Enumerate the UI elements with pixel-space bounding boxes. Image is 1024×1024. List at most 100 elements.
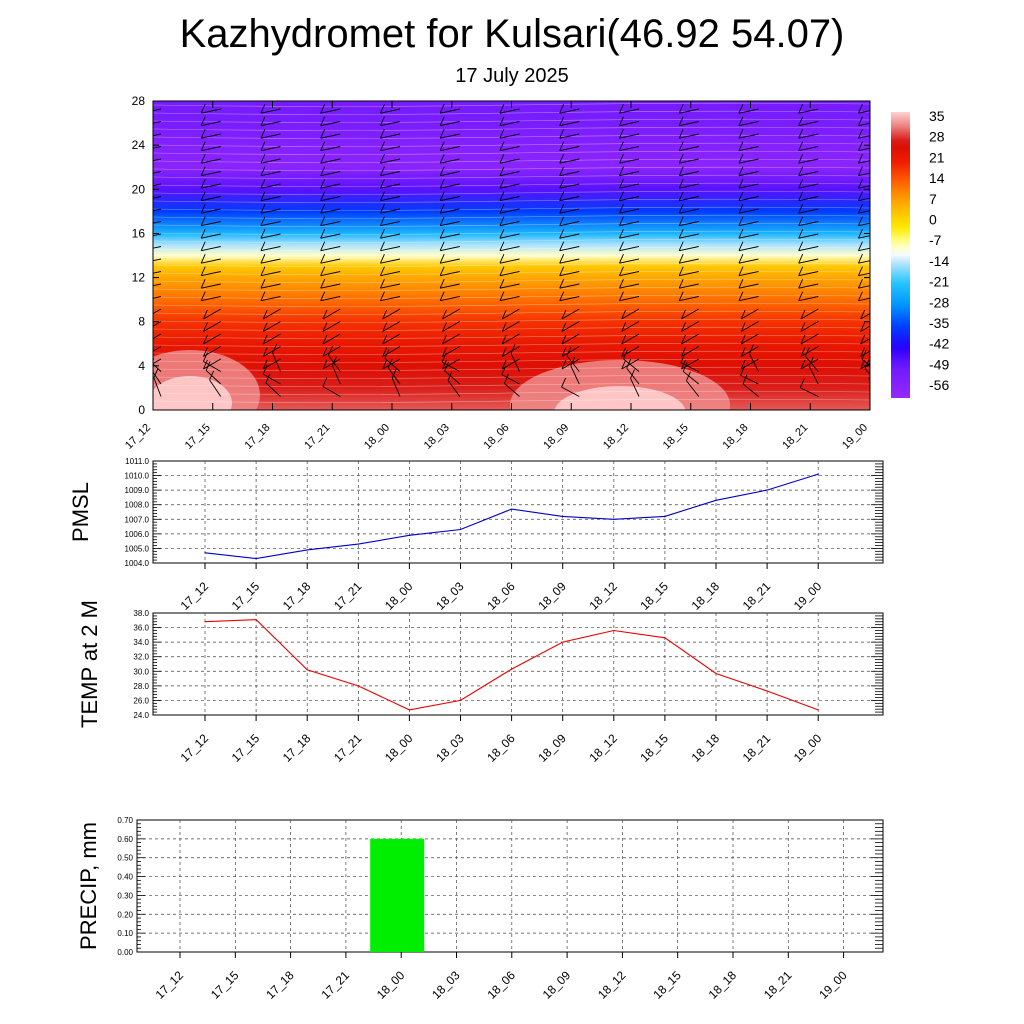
- wind-barb-shaft: [619, 171, 640, 177]
- x-tick-label: 18_06: [484, 731, 518, 765]
- wind-barb-shaft: [559, 296, 580, 302]
- wind-barb-shaft: [499, 121, 520, 127]
- wind-barb-shaft: [798, 196, 819, 202]
- wind-barb-feather: [380, 278, 385, 289]
- x-tick-label: 17_15: [229, 731, 263, 765]
- wind-barb-shaft: [499, 196, 520, 202]
- wind-barb-feather: [619, 253, 624, 264]
- contour-line: [153, 318, 870, 323]
- colorbar-label: -14: [929, 253, 949, 269]
- wind-barb-shaft: [499, 296, 520, 302]
- wind-barb-shaft: [501, 346, 520, 357]
- wind-barb-feather: [680, 353, 686, 363]
- wind-barb-shaft: [440, 183, 460, 189]
- contour-line: [153, 142, 870, 147]
- wind-barb-shaft: [320, 146, 341, 152]
- wind-barb-feather: [561, 334, 567, 345]
- series-point: [408, 709, 410, 711]
- wind-barb-feather: [442, 347, 447, 357]
- wind-barb-shaft: [561, 308, 580, 320]
- wind-barb-shaft: [440, 246, 460, 252]
- colorbar-label: 0: [929, 212, 937, 228]
- wind-barb-shaft: [322, 358, 341, 370]
- wind-barb-feather: [738, 178, 744, 189]
- wind-barb-shaft: [559, 283, 580, 289]
- wind-barb-shaft: [260, 121, 281, 127]
- y-tick-label: 0.00: [117, 948, 133, 957]
- wind-barb-feather: [678, 141, 684, 151]
- wind-barb-shaft: [322, 321, 341, 332]
- wind-barb-feather: [200, 103, 206, 114]
- wind-barb-shaft: [860, 325, 870, 332]
- wind-barb-feather: [678, 278, 684, 289]
- series-point: [459, 528, 462, 531]
- colorbar-label: -42: [929, 336, 949, 352]
- wind-barb-feather: [678, 103, 684, 114]
- wind-barb-feather: [320, 241, 326, 251]
- wind-barb-feather: [439, 141, 445, 151]
- x-tick-label: 18_00: [382, 579, 416, 613]
- x-tick-label: 18_15: [638, 579, 672, 613]
- series-point: [255, 558, 257, 560]
- wind-barb-feather: [501, 322, 507, 332]
- y-tick-label: 36.0: [133, 624, 149, 633]
- wind-barb-feather: [203, 334, 208, 345]
- wind-barb-shaft: [619, 183, 640, 189]
- wind-barb-feather: [262, 364, 268, 375]
- x-tick-label: 17_21: [331, 731, 365, 765]
- wind-barb-shaft: [440, 196, 460, 202]
- wind-barb-shaft: [382, 333, 401, 345]
- wind-barb-feather: [800, 322, 806, 332]
- x-tick-label: 17_18: [280, 579, 314, 613]
- wind-barb-feather: [561, 322, 567, 332]
- y-tick-label: 32.0: [133, 653, 149, 662]
- wind-barb-shaft: [332, 365, 341, 385]
- wind-barb-feather: [630, 369, 635, 379]
- wind-barb-shaft: [559, 208, 580, 214]
- wind-barb-feather: [798, 278, 804, 289]
- wind-barb-feather: [141, 167, 145, 176]
- wind-barb-feather: [559, 291, 565, 301]
- wind-barb-shaft: [559, 183, 580, 189]
- wind-barb-feather: [146, 349, 150, 358]
- wind-barb-shaft: [499, 233, 520, 239]
- y-tick-label: 4: [138, 359, 145, 373]
- wind-barb-shaft: [380, 108, 401, 114]
- wind-barb-feather: [141, 117, 145, 126]
- series-point: [817, 473, 819, 475]
- contour-line: [153, 286, 870, 291]
- wind-barb-feather: [798, 266, 804, 276]
- wind-barb-feather: [798, 178, 804, 189]
- wind-barb-shaft: [681, 321, 699, 332]
- series-point: [459, 699, 462, 702]
- wind-barb-shaft: [619, 158, 640, 164]
- wind-barb-shaft: [679, 108, 699, 114]
- wind-barb-feather: [738, 166, 744, 176]
- wind-barb-shaft: [561, 321, 580, 332]
- wind-barb-shaft: [320, 108, 341, 114]
- wind-barb-feather: [141, 254, 145, 263]
- wind-barb-feather: [442, 359, 447, 370]
- x-tick-label: 19_00: [791, 731, 825, 765]
- colorbar-label: 14: [929, 170, 945, 186]
- wind-barb-feather: [144, 348, 148, 357]
- wind-barb-shaft: [738, 146, 759, 152]
- wind-barb-shaft: [322, 333, 341, 345]
- wind-barb-feather: [798, 128, 804, 139]
- wind-barb-feather: [203, 347, 208, 357]
- wind-barb-shaft: [380, 208, 401, 214]
- colorbar-bar: [891, 112, 910, 398]
- wind-barb-shaft: [858, 272, 870, 277]
- wind-barb-feather: [380, 253, 385, 264]
- x-tick-label: 18_18: [706, 968, 740, 1002]
- wind-barb-shaft: [679, 146, 699, 152]
- wind-barb-shaft: [380, 196, 401, 202]
- wind-barb-shaft: [499, 108, 520, 114]
- cross-section-chart: 0 4 8 12 16 20 24 28 17_12 17_15 17_18 17_21 18_00 18…: [123, 94, 871, 452]
- wind-barb-feather: [798, 116, 804, 126]
- wind-barb-shaft: [201, 208, 221, 214]
- wind-barb-shaft: [499, 258, 520, 264]
- wind-barb-feather: [559, 153, 565, 164]
- wind-barb-shaft: [798, 233, 819, 239]
- y-tick-label: 1008.0: [125, 501, 150, 510]
